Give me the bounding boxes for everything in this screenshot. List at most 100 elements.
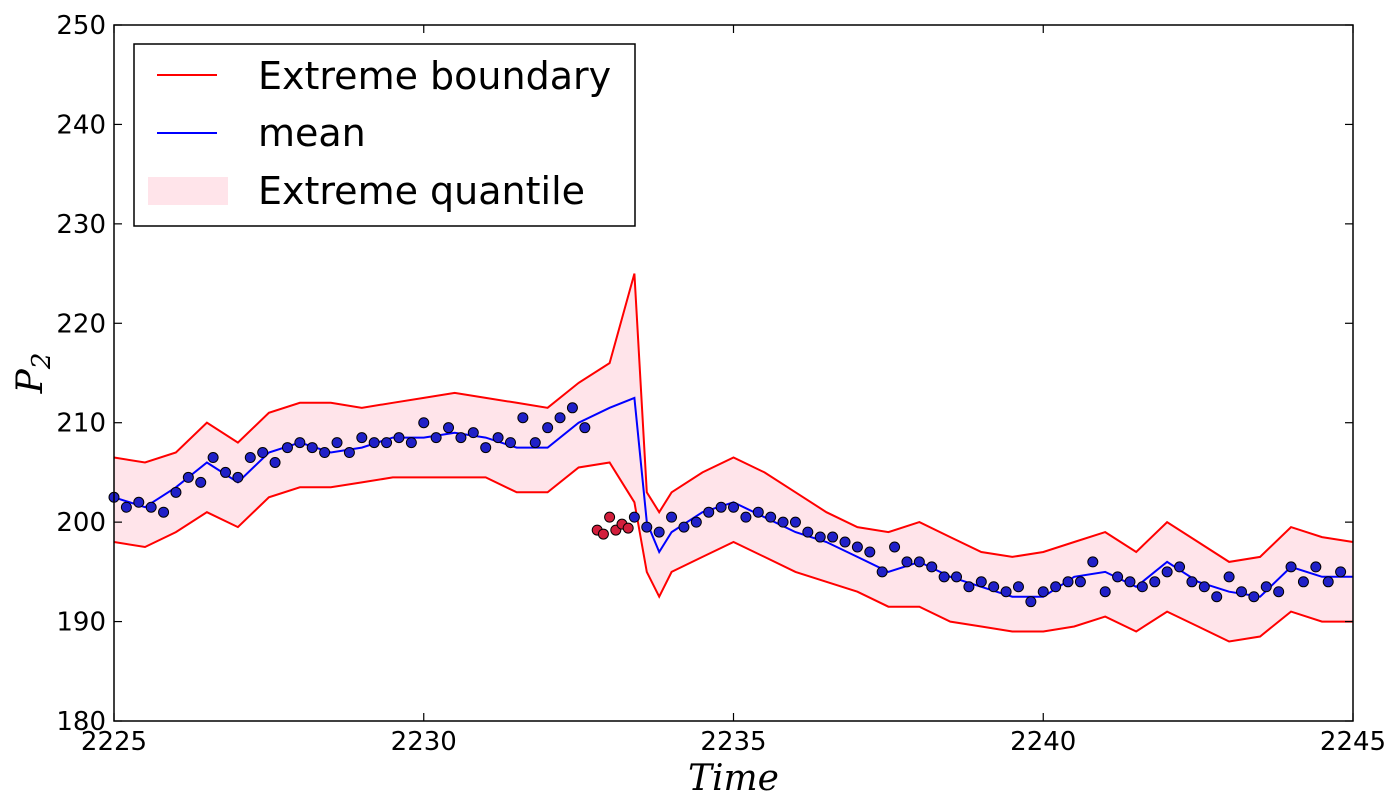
y-tick-label: 210 — [56, 409, 106, 439]
data-point — [913, 556, 925, 568]
data-point — [492, 432, 504, 444]
data-point — [1248, 591, 1260, 603]
data-point — [938, 571, 950, 583]
data-point — [864, 546, 876, 558]
data-point — [170, 486, 182, 498]
data-point — [628, 511, 640, 523]
legend: Extreme boundary mean Extreme quantile — [133, 43, 636, 227]
data-point — [467, 427, 479, 439]
data-point — [1136, 581, 1148, 593]
data-point — [814, 531, 826, 543]
data-point — [1050, 581, 1062, 593]
data-point — [1037, 586, 1049, 598]
data-point — [145, 501, 157, 513]
plot-area — [108, 273, 1354, 643]
data-point — [1025, 596, 1037, 608]
data-point — [1260, 581, 1272, 593]
data-point — [195, 476, 207, 488]
data-point — [566, 402, 578, 414]
data-point — [1124, 576, 1136, 588]
legend-label-quantile: Extreme quantile — [258, 169, 585, 213]
x-tick-label: 2245 — [1320, 727, 1386, 757]
data-point — [839, 536, 851, 548]
data-point — [802, 526, 814, 538]
data-point — [1297, 576, 1309, 588]
data-point — [1062, 576, 1074, 588]
data-point — [641, 521, 653, 533]
data-point — [542, 422, 554, 434]
data-point — [901, 556, 913, 568]
y-tick-label: 220 — [56, 309, 106, 339]
y-tick-label: 240 — [56, 110, 106, 140]
data-point — [1198, 581, 1210, 593]
data-point — [244, 452, 256, 464]
data-point — [443, 422, 455, 434]
data-point — [1000, 586, 1012, 598]
data-point — [294, 437, 306, 449]
data-point — [889, 541, 901, 553]
data-point — [1074, 576, 1086, 588]
data-point — [728, 501, 739, 513]
y-axis-label-subscript: 2 — [27, 353, 57, 371]
x-tick-label: 2225 — [81, 727, 147, 757]
data-point — [319, 447, 331, 459]
mean-line — [113, 396, 1353, 598]
data-point — [504, 437, 516, 449]
data-point — [579, 422, 591, 434]
y-tick-label: 200 — [56, 508, 106, 538]
data-point — [851, 541, 863, 553]
data-point — [1273, 586, 1285, 598]
data-point — [963, 581, 975, 593]
data-point — [1285, 561, 1297, 573]
data-point — [269, 456, 281, 468]
axes: 2225 2230 2235 2240 2245 180 190 200 210 220 230 24… — [56, 11, 1386, 757]
data-point — [740, 511, 752, 523]
anomaly-point — [622, 522, 634, 534]
x-tick-label: 2235 — [700, 727, 766, 757]
data-point — [876, 566, 888, 578]
data-point — [257, 447, 269, 459]
data-point — [703, 506, 715, 518]
data-point — [306, 442, 318, 454]
data-point — [926, 561, 938, 573]
data-point — [220, 466, 232, 478]
lower-boundary-line — [113, 461, 1353, 643]
y-tick-label: 230 — [56, 210, 106, 240]
data-point — [418, 417, 430, 429]
data-point — [1174, 561, 1186, 573]
data-point — [666, 511, 678, 523]
data-point — [517, 412, 529, 424]
data-point — [281, 442, 293, 454]
upper-boundary-line — [113, 273, 1354, 563]
data-point — [1099, 586, 1111, 598]
legend-label-mean: mean — [258, 111, 366, 155]
data-point — [120, 501, 132, 513]
y-tick-label: 190 — [56, 608, 106, 638]
data-point — [1012, 581, 1024, 593]
data-point — [207, 452, 219, 464]
data-point — [529, 437, 541, 449]
data-point — [368, 437, 380, 449]
data-point — [1322, 576, 1334, 588]
legend-swatch-quantile — [148, 177, 228, 205]
data-point — [1149, 576, 1161, 588]
data-point — [1112, 571, 1124, 583]
data-point — [951, 571, 963, 583]
anomaly-point — [604, 511, 616, 523]
data-point — [1235, 586, 1247, 598]
x-tick-label: 2240 — [1010, 727, 1076, 757]
data-point — [393, 432, 405, 444]
data-point — [455, 432, 467, 444]
data-point — [1161, 566, 1173, 578]
data-point — [827, 531, 839, 543]
data-point — [182, 471, 194, 483]
y-tick-label: 180 — [56, 707, 106, 737]
data-point — [405, 437, 417, 449]
data-point — [975, 576, 987, 588]
data-point — [988, 581, 1000, 593]
x-tick-label: 2230 — [391, 727, 457, 757]
data-point — [715, 501, 727, 513]
data-point — [690, 516, 702, 528]
data-point — [480, 442, 492, 454]
